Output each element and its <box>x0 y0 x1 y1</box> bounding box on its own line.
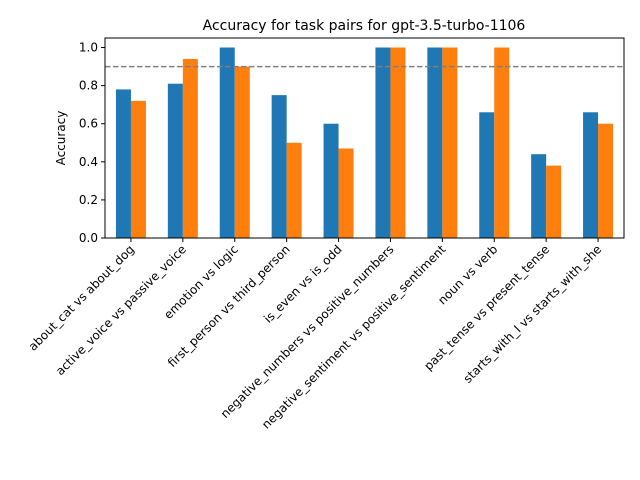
bar-series1-1 <box>167 83 183 239</box>
bar-series1-9 <box>583 112 599 238</box>
bar-series1-8 <box>531 154 547 238</box>
bar-series2-9 <box>598 123 614 238</box>
y-tick-label: 0.8 <box>79 79 98 93</box>
bar-series2-8 <box>546 165 562 238</box>
bar-series2-5 <box>390 47 406 238</box>
bar-series1-7 <box>479 112 495 238</box>
y-axis: 0.0 0.2 0.4 0.6 0.8 1.0 <box>79 41 105 245</box>
bar-series2-6 <box>442 47 458 238</box>
y-tick-label: 0.4 <box>79 155 98 169</box>
chart-title: Accuracy for task pairs for gpt-3.5-turb… <box>203 18 526 34</box>
bar-series1-6 <box>427 47 443 238</box>
y-axis-label: Accuracy <box>54 111 68 166</box>
bar-series2-7 <box>494 47 510 238</box>
bar-series2-1 <box>182 58 198 239</box>
bar-series1-5 <box>375 47 391 238</box>
bar-series2-2 <box>234 66 250 238</box>
bar-series1-0 <box>115 89 131 239</box>
y-tick-label: 0.0 <box>79 231 98 245</box>
bar-series1-3 <box>271 95 287 238</box>
y-tick-label: 0.2 <box>79 193 98 207</box>
bar-series1-2 <box>219 47 235 238</box>
bar-series2-0 <box>130 100 146 238</box>
bar-series2-3 <box>286 142 302 238</box>
plot-frame <box>104 37 625 239</box>
bars-group <box>115 47 614 239</box>
y-tick-label: 0.6 <box>79 117 98 131</box>
bar-series2-4 <box>338 148 354 238</box>
y-tick-label: 1.0 <box>79 41 98 55</box>
bar-series1-4 <box>323 123 339 238</box>
